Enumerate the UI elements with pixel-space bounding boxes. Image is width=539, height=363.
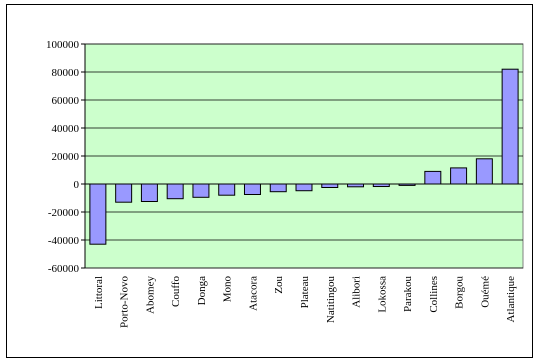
y-tick-labels: 100000 80000 60000 40000 20000 0 -20000 -40000 -… (46, 39, 80, 275)
x-tick-label: Ouémé (479, 276, 491, 308)
x-tick-label: Porto-Novo (119, 276, 131, 328)
bar-porto-novo (115, 183, 133, 203)
x-tick-label: Atlantique (505, 276, 517, 323)
x-tick-label: Couffo (170, 276, 182, 307)
bar-atacora (243, 183, 261, 195)
x-tick-label: Alibori (351, 276, 363, 308)
bar-ou-m- (475, 158, 493, 185)
bar-atlantique (501, 68, 519, 185)
x-tick-label: Abomey (144, 276, 156, 314)
bar-borgou (450, 167, 468, 185)
x-tick-labels: Littoral Porto-Novo Abomey Couffo Donga Mono A… (93, 276, 517, 328)
x-tick-label: Natitingou (325, 276, 337, 324)
y-tick-label: 60000 (52, 95, 80, 107)
x-tick-label: Borgou (454, 276, 466, 309)
y-tick-label: -40000 (48, 235, 80, 247)
bar-abomey (140, 183, 158, 202)
x-tick-label: Littoral (93, 276, 105, 309)
x-tick-label: Zou (273, 276, 285, 294)
x-tick-label: Mono (222, 276, 234, 303)
bar-mono (218, 183, 236, 196)
y-tick-label: 0 (74, 179, 80, 191)
bars (89, 68, 519, 245)
x-tick-label: Collines (428, 276, 440, 313)
y-tick-label: 20000 (52, 151, 80, 163)
bar-plateau (295, 183, 313, 192)
bar-chart: 100000 80000 60000 40000 20000 0 -20000 -40000 -… (46, 39, 524, 328)
bar-couffo (166, 183, 184, 200)
x-tick-label: Atacora (247, 276, 259, 311)
bar-collines (424, 170, 442, 185)
bar-littoral (89, 183, 107, 245)
y-tick-label: -60000 (48, 263, 80, 275)
bar-natitingou (321, 183, 339, 188)
bar-zou (269, 183, 287, 193)
y-tick-label: 100000 (46, 39, 80, 51)
x-tick-label: Donga (196, 276, 208, 305)
x-tick-label: Parakou (402, 276, 414, 313)
y-tick-label: 40000 (52, 123, 80, 135)
x-tick-label: Lokossa (376, 276, 388, 313)
y-tick-label: -20000 (48, 207, 80, 219)
x-tick-label: Plateau (299, 276, 311, 309)
bar-donga (192, 183, 210, 198)
y-tick-label: 80000 (52, 67, 80, 79)
chart-frame: 100000 80000 60000 40000 20000 0 -20000 -40000 -… (6, 4, 533, 358)
